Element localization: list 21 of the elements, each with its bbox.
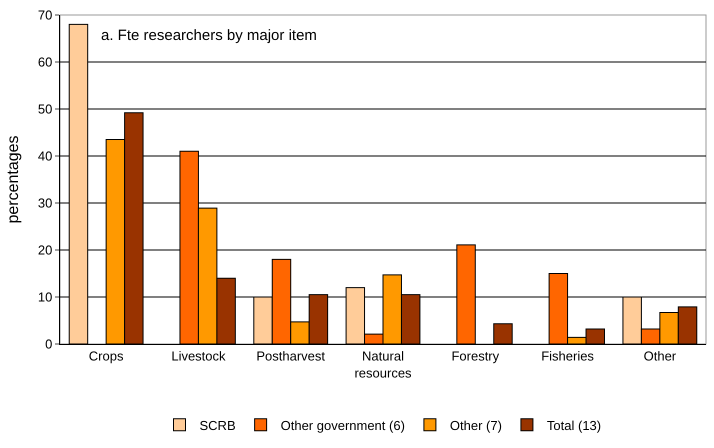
y-tick-label: 70	[38, 8, 52, 23]
y-tick-label: 40	[38, 148, 52, 164]
x-tick-label: Postharvest	[256, 348, 326, 364]
y-tick-label: 30	[38, 196, 52, 211]
x-tick-label: Forestry	[451, 348, 500, 364]
legend-label: Total (13)	[546, 418, 602, 433]
x-tick-label: Livestock	[171, 348, 226, 364]
x-tick-label: Fisheries	[541, 348, 594, 364]
x-tick-label: Other	[644, 348, 677, 364]
x-tick-label: Crops	[88, 348, 124, 364]
x-tick-label: Natural resources	[354, 348, 412, 380]
legend-label: Other (7)	[450, 418, 502, 433]
y-tick-label: 50	[38, 102, 52, 117]
text: a. Fte researchers by major item	[101, 27, 317, 44]
y-tick-label: 60	[38, 54, 52, 70]
legend-label: Other government (6)	[280, 418, 405, 433]
y-tick-label: 0	[45, 336, 52, 352]
y-axis-title: percentages	[4, 135, 22, 224]
legend-label: SCRB	[200, 418, 236, 433]
y-tick-label: 10	[38, 290, 52, 305]
y-tick-label: 20	[38, 242, 52, 258]
